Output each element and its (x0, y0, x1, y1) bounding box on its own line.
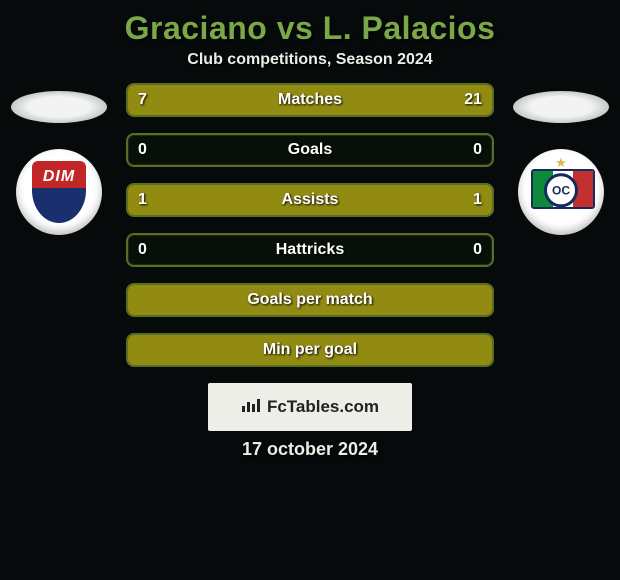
comparison-body: DIM 721Matches00Goals11Assists00Hattrick… (0, 83, 620, 367)
stat-row: 0 0Goals (126, 133, 494, 167)
stat-label: Hattricks (128, 235, 492, 265)
crest-text-right: OC (544, 173, 578, 207)
stat-value-right: 1 (473, 185, 482, 215)
left-team-column: DIM (6, 83, 112, 235)
team-crest-right[interactable]: ★ OC (518, 149, 604, 235)
stat-row: Goals per match (126, 283, 494, 317)
star-icon: ★ (555, 155, 567, 171)
stat-fill-left (128, 285, 492, 315)
watermark-text: FcTables.com (267, 397, 379, 417)
snapshot-date: 17 october 2024 (0, 439, 620, 460)
stat-row: 11Assists (126, 183, 494, 217)
stat-fill-right (310, 185, 492, 215)
shield-icon: DIM (32, 161, 86, 223)
stat-row: 0 0Hattricks (126, 233, 494, 267)
stats-list: 721Matches00Goals11Assists00HattricksGoa… (126, 83, 494, 367)
chart-icon (241, 397, 261, 418)
stat-value-right: 21 (464, 85, 482, 115)
player-silhouette-right (513, 91, 609, 123)
stat-fill-left (128, 185, 310, 215)
page-title: Graciano vs L. Palacios (0, 10, 620, 47)
right-team-column: ★ OC (508, 83, 614, 235)
stat-value-left: 1 (138, 185, 147, 215)
crest-text-left: DIM (32, 168, 86, 186)
stat-value-left: 0 (138, 135, 147, 165)
stat-fill-right (219, 85, 492, 115)
comparison-card: Graciano vs L. Palacios Club competition… (0, 0, 620, 580)
player-silhouette-left (11, 91, 107, 123)
stat-fill-left (128, 335, 492, 365)
watermark-badge[interactable]: FcTables.com (208, 383, 412, 431)
stat-value-left: 7 (138, 85, 147, 115)
stat-value-right: 0 (473, 135, 482, 165)
team-crest-left[interactable]: DIM (16, 149, 102, 235)
stat-value-left: 0 (138, 235, 147, 265)
stat-row: Min per goal (126, 333, 494, 367)
stat-row: 721Matches (126, 83, 494, 117)
stat-label: Goals (128, 135, 492, 165)
page-subtitle: Club competitions, Season 2024 (0, 51, 620, 69)
stat-value-right: 0 (473, 235, 482, 265)
flag-badge-icon: ★ OC (531, 169, 591, 215)
